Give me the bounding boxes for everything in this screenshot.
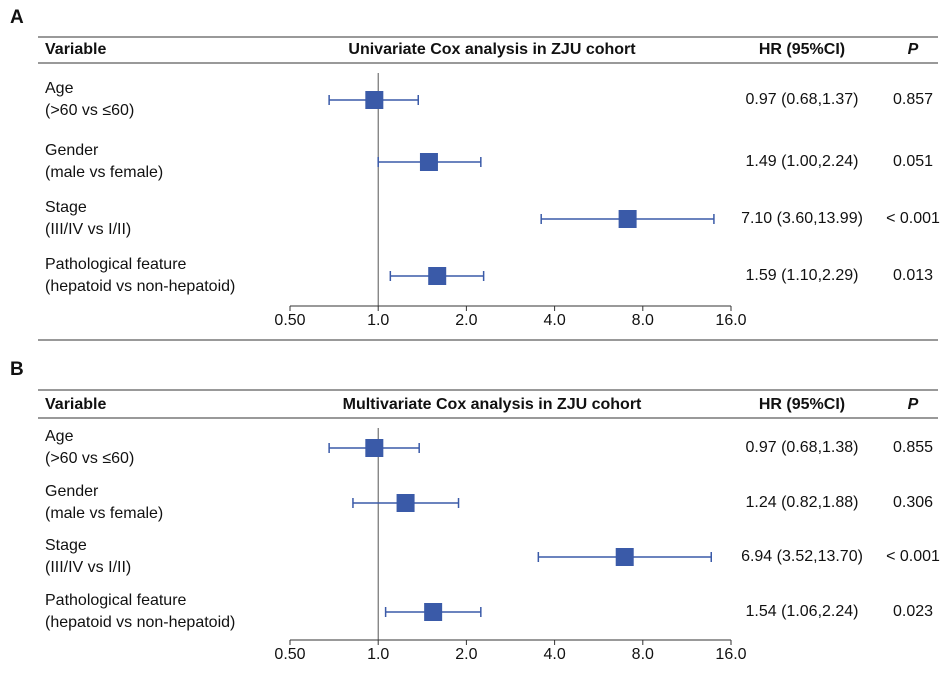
- column-header: Variable: [45, 396, 106, 413]
- column-header: Variable: [45, 41, 106, 58]
- hr-point: [428, 267, 447, 285]
- x-tick-label: 8.0: [632, 646, 654, 663]
- hr-point: [618, 210, 637, 228]
- hr-label: 0.97 (0.68,1.37): [746, 91, 859, 108]
- row-sublabel: (III/IV vs I/II): [45, 559, 131, 576]
- x-tick-label: 16.0: [715, 312, 746, 329]
- p-value: 0.023: [893, 603, 933, 620]
- p-value: 0.051: [893, 153, 933, 170]
- hr-point: [424, 603, 443, 621]
- x-tick-label: 0.50: [274, 312, 305, 329]
- panel-label: A: [10, 7, 24, 28]
- column-header: HR (95%CI): [759, 396, 845, 413]
- hr-label: 1.24 (0.82,1.88): [746, 494, 859, 511]
- p-value: 0.306: [893, 494, 933, 511]
- p-value: 0.857: [893, 91, 933, 108]
- hr-label: 6.94 (3.52,13.70): [741, 548, 863, 565]
- p-value: 0.013: [893, 267, 933, 284]
- chart-title: Univariate Cox analysis in ZJU cohort: [348, 41, 636, 58]
- column-header: P: [908, 41, 919, 58]
- row-label: Gender: [45, 142, 99, 159]
- row-label: Pathological feature: [45, 592, 187, 609]
- x-tick-label: 1.0: [367, 312, 389, 329]
- x-tick-label: 2.0: [455, 646, 477, 663]
- p-value: < 0.001: [886, 210, 940, 227]
- hr-label: 1.54 (1.06,2.24): [746, 603, 859, 620]
- row-label: Stage: [45, 199, 87, 216]
- row-label: Gender: [45, 483, 99, 500]
- hr-point: [419, 153, 438, 171]
- row-label: Age: [45, 428, 74, 445]
- x-tick-label: 0.50: [274, 646, 305, 663]
- row-sublabel: (>60 vs ≤60): [45, 102, 134, 119]
- hr-point: [365, 439, 384, 457]
- x-tick-label: 4.0: [543, 646, 565, 663]
- row-label: Age: [45, 80, 74, 97]
- hr-label: 7.10 (3.60,13.99): [741, 210, 863, 227]
- x-tick-label: 1.0: [367, 646, 389, 663]
- x-tick-label: 8.0: [632, 312, 654, 329]
- row-sublabel: (male vs female): [45, 164, 163, 181]
- row-label: Stage: [45, 537, 87, 554]
- hr-label: 1.59 (1.10,2.29): [746, 267, 859, 284]
- column-header: P: [908, 396, 919, 413]
- row-sublabel: (male vs female): [45, 505, 163, 522]
- x-tick-label: 2.0: [455, 312, 477, 329]
- x-tick-label: 16.0: [715, 646, 746, 663]
- hr-point: [396, 494, 415, 512]
- hr-point: [615, 548, 634, 566]
- row-label: Pathological feature: [45, 256, 187, 273]
- row-sublabel: (hepatoid vs non-hepatoid): [45, 614, 235, 631]
- column-header: HR (95%CI): [759, 41, 845, 58]
- row-sublabel: (hepatoid vs non-hepatoid): [45, 278, 235, 295]
- row-sublabel: (III/IV vs I/II): [45, 221, 131, 238]
- hr-point: [365, 91, 384, 109]
- chart-title: Multivariate Cox analysis in ZJU cohort: [343, 396, 642, 413]
- hr-label: 1.49 (1.00,2.24): [746, 153, 859, 170]
- x-tick-label: 4.0: [543, 312, 565, 329]
- p-value: 0.855: [893, 439, 933, 456]
- panel-label: B: [10, 359, 24, 380]
- row-sublabel: (>60 vs ≤60): [45, 450, 134, 467]
- p-value: < 0.001: [886, 548, 940, 565]
- hr-label: 0.97 (0.68,1.38): [746, 439, 859, 456]
